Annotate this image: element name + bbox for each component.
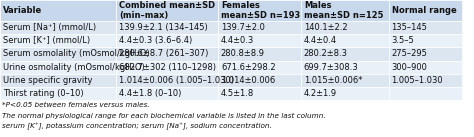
Text: 4.2±1.9: 4.2±1.9 — [304, 89, 337, 98]
Bar — [0, 74, 116, 87]
Bar — [218, 61, 301, 74]
Bar — [116, 87, 218, 100]
Text: Females
mean±SD n=193: Females mean±SD n=193 — [221, 1, 300, 20]
Bar — [301, 47, 389, 61]
Bar — [116, 21, 218, 34]
Text: 139.9±2.1 (134–145): 139.9±2.1 (134–145) — [119, 23, 208, 32]
Bar — [389, 61, 462, 74]
Text: *P<0.05 between females versus males.: *P<0.05 between females versus males. — [2, 102, 150, 108]
Bar — [116, 47, 218, 61]
Bar — [218, 74, 301, 87]
Text: 1.005–1.030: 1.005–1.030 — [392, 76, 443, 85]
Bar — [218, 47, 301, 61]
Text: 300–900: 300–900 — [392, 63, 428, 72]
Bar — [218, 87, 301, 100]
Text: Males
mean±SD n=125: Males mean±SD n=125 — [304, 1, 383, 20]
Text: The normal physiological range for each biochemical variable is listed in the la: The normal physiological range for each … — [2, 112, 326, 119]
Text: 280.6±8.7 (261–307): 280.6±8.7 (261–307) — [119, 49, 209, 58]
Text: 699.7±308.3: 699.7±308.3 — [304, 63, 359, 72]
Text: serum [K⁺], potassium concentration; serum [Na⁺], sodium concentration.: serum [K⁺], potassium concentration; ser… — [2, 123, 272, 130]
Text: Serum [K⁺] (mmol/L): Serum [K⁺] (mmol/L) — [3, 36, 90, 45]
Bar — [0, 34, 116, 47]
Bar — [116, 0, 218, 21]
Text: Normal range: Normal range — [392, 6, 456, 15]
Bar — [301, 61, 389, 74]
Bar — [389, 74, 462, 87]
Text: Serum [Na⁺] (mmol/L): Serum [Na⁺] (mmol/L) — [3, 23, 96, 32]
Text: 275–295: 275–295 — [392, 49, 428, 58]
Bar — [389, 21, 462, 34]
Text: 3.5–5: 3.5–5 — [392, 36, 414, 45]
Bar — [116, 61, 218, 74]
Text: Combined mean±SD
(min–max): Combined mean±SD (min–max) — [119, 1, 215, 20]
Bar — [0, 61, 116, 74]
Text: 4.4±0.3: 4.4±0.3 — [221, 36, 254, 45]
Text: Serum osmolality (mOsmol/kgH₂O): Serum osmolality (mOsmol/kgH₂O) — [3, 49, 149, 58]
Bar — [389, 34, 462, 47]
Text: 280.2±8.3: 280.2±8.3 — [304, 49, 348, 58]
Bar — [301, 21, 389, 34]
Text: Urine specific gravity: Urine specific gravity — [3, 76, 92, 85]
Text: 4.4±0.3 (3.6–6.4): 4.4±0.3 (3.6–6.4) — [119, 36, 192, 45]
Text: 671.6±298.2: 671.6±298.2 — [221, 63, 275, 72]
Text: Variable: Variable — [3, 6, 42, 15]
Bar — [218, 0, 301, 21]
Text: 135–145: 135–145 — [392, 23, 428, 32]
Text: 1.015±0.006*: 1.015±0.006* — [304, 76, 362, 85]
Bar — [301, 87, 389, 100]
Bar — [0, 21, 116, 34]
Bar — [301, 34, 389, 47]
Text: 4.4±1.8 (0–10): 4.4±1.8 (0–10) — [119, 89, 182, 98]
Bar — [0, 0, 116, 21]
Bar — [389, 87, 462, 100]
Bar — [0, 47, 116, 61]
Text: 139.7±2.0: 139.7±2.0 — [221, 23, 265, 32]
Text: 4.5±1.8: 4.5±1.8 — [221, 89, 254, 98]
Bar — [389, 47, 462, 61]
Bar — [116, 74, 218, 87]
Text: 1.014±0.006: 1.014±0.006 — [221, 76, 275, 85]
Bar — [389, 0, 462, 21]
Bar — [301, 74, 389, 87]
Bar — [218, 21, 301, 34]
Text: 682.7±302 (110–1298): 682.7±302 (110–1298) — [119, 63, 216, 72]
Text: Thirst rating (0–10): Thirst rating (0–10) — [3, 89, 83, 98]
Bar — [0, 87, 116, 100]
Text: 280.8±8.9: 280.8±8.9 — [221, 49, 265, 58]
Text: 1.014±0.006 (1.005–1.030): 1.014±0.006 (1.005–1.030) — [119, 76, 234, 85]
Text: 4.4±0.4: 4.4±0.4 — [304, 36, 337, 45]
Bar — [218, 34, 301, 47]
Bar — [301, 0, 389, 21]
Bar — [116, 34, 218, 47]
Text: Urine osmolality (mOsmol/kgH₂O): Urine osmolality (mOsmol/kgH₂O) — [3, 63, 145, 72]
Text: 140.1±2.2: 140.1±2.2 — [304, 23, 347, 32]
